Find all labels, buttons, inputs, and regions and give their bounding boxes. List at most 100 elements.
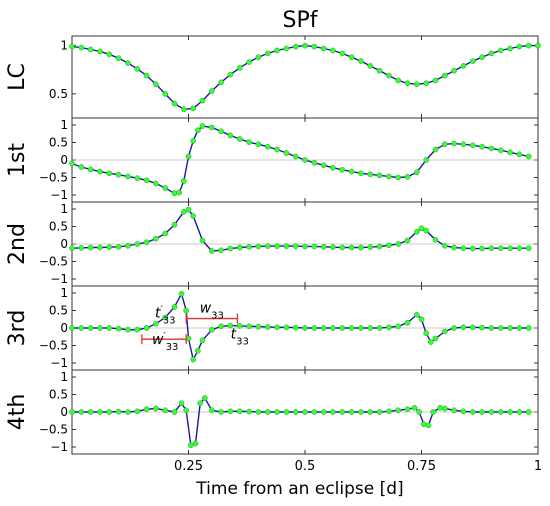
data-point [115,325,122,332]
data-point [497,409,504,415]
data-point [87,244,94,251]
series-line [72,396,529,447]
data-point [97,409,103,415]
data-point [227,132,234,139]
data-point [469,142,476,149]
data-point [87,46,94,53]
data-point [181,208,187,215]
data-point [255,54,262,61]
data-point [348,244,355,251]
data-point [264,143,271,150]
series-line [71,208,529,252]
data-point [376,172,383,179]
panel-1st: −1 −0.5 0 0.5 1 1st [5,117,539,203]
y-axis-label: 1st [5,143,30,177]
data-point [376,243,383,250]
data-point [441,141,448,148]
data-point [292,243,299,249]
panel-3rd: −1 −0.5 0 0.5 1 3rd t′33 w33 w′33 t33 [5,285,539,371]
data-point [535,42,541,49]
data-point [460,141,467,148]
data-point [199,237,206,244]
data-point [451,244,457,251]
data-point [246,243,252,250]
y-tick-label: −1 [50,188,68,202]
data-point [274,243,280,249]
data-point [441,405,448,412]
x-tick-label: 0.25 [174,459,203,474]
data-point [441,242,448,249]
data-point [199,123,206,129]
data-point [143,239,150,246]
data-point [78,325,85,331]
data-point [302,325,308,331]
y-tick-label: 0.5 [49,220,68,234]
data-point [218,79,224,86]
data-point [358,170,364,177]
data-point [106,51,113,58]
y-axis-label: 2nd [5,223,30,265]
data-point [395,174,402,181]
data-point [236,323,243,329]
data-point [264,243,271,249]
data-point [236,408,243,415]
x-axis-label: Time from an eclipse [d] [195,479,403,499]
data-point [171,409,178,415]
y-tick-label: 1 [60,370,68,384]
data-point [418,225,425,232]
y-tick-label: 0.5 [49,304,68,318]
data-point [386,408,392,415]
data-point [190,137,196,144]
data-point [218,323,224,330]
data-point [153,81,159,88]
data-point [367,244,374,250]
data-point [367,325,374,331]
data-point [208,248,215,254]
y-tick-label: 1 [60,286,68,300]
data-point [469,245,476,252]
panel-LC: 0.5 1 LC [5,35,541,119]
data-point [78,44,85,51]
data-point [218,409,224,415]
data-point [162,230,168,237]
data-point [395,241,402,247]
data-point [432,146,439,153]
data-point [264,409,271,415]
y-tick-label: 1 [60,202,68,216]
data-point [404,80,411,87]
y-tick-label: 0 [60,321,68,335]
data-point [195,127,201,134]
y-tick-label: −1 [50,356,68,370]
data-point [208,326,215,333]
data-point [525,325,532,331]
data-point [479,409,485,415]
data-point [348,54,355,61]
data-point [125,409,131,415]
data-point [208,407,215,414]
data-point [367,171,374,178]
annotation-label: t′33 [155,305,176,327]
data-point [183,407,189,414]
data-point [115,408,122,415]
data-point [358,244,364,251]
data-point [497,47,504,54]
data-point [488,145,495,152]
data-point [395,407,402,414]
data-point [236,65,243,71]
data-point [246,408,252,415]
data-point [246,59,252,65]
data-point [386,324,392,331]
data-point [134,326,141,333]
data-point [283,409,290,415]
data-point [423,157,429,163]
y-tick-label: −0.5 [39,423,68,437]
y-tick-label: −1 [50,272,68,286]
data-point [416,409,422,415]
data-point [451,140,457,147]
data-point [479,324,485,331]
data-point [283,243,290,249]
x-tick-label: 0.5 [295,459,316,474]
data-point [507,409,513,415]
data-point [202,395,208,401]
data-point [181,178,187,184]
